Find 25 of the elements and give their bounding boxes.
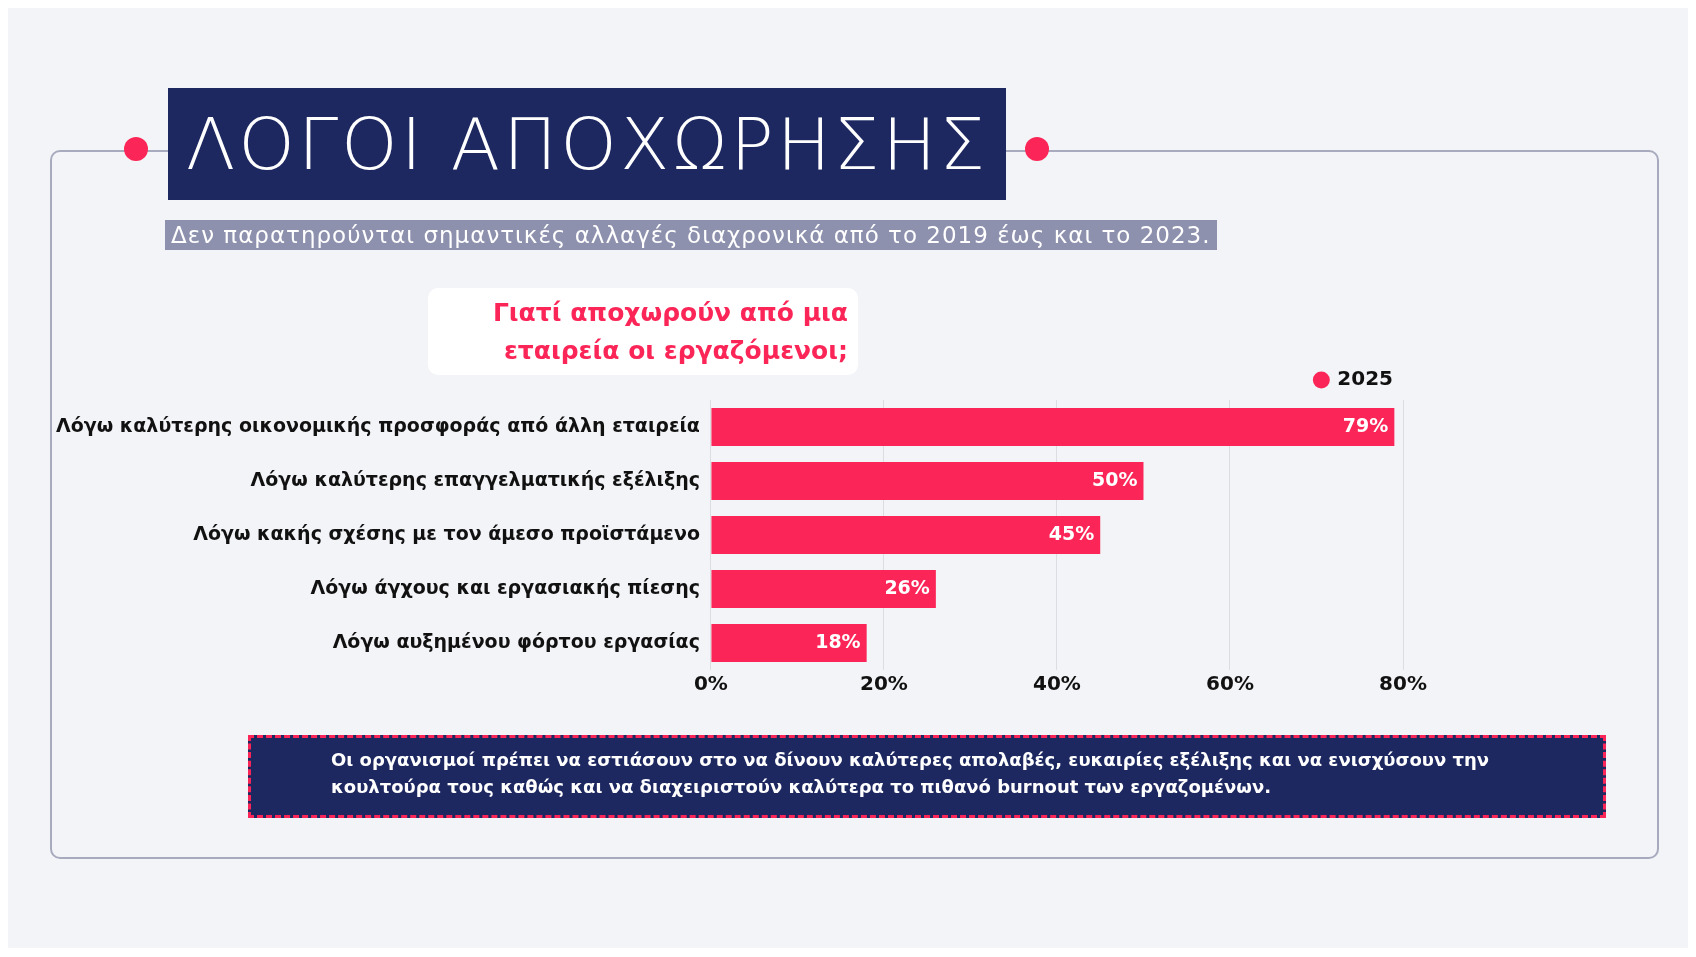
y-tick-label: Λόγω καλύτερης οικονομικής προσφοράς από άλλη εταιρεία <box>55 413 700 436</box>
y-tick-label: Λόγω καλύτερης επαγγελματικής εξέλιξης <box>250 467 700 490</box>
bar <box>711 570 936 608</box>
data-label: 45% <box>1048 521 1095 544</box>
y-tick-label: Λόγω άγχους και εργασιακής πίεσης <box>310 575 700 598</box>
bar <box>711 408 1395 446</box>
text: Οι οργανισμοί πρέπει να εστιάσουν στο να δίνουν καλύτερες απολαβές, ευκαιρίες εξέλιξης και να ενισχύσουν την κουλτούρα τους καθώς και να διαχειριστούν καλύτερα το πιθανό burnout των εργαζομένων. <box>248 735 1606 818</box>
text: Γιατί αποχωρούν από μια εταιρεία οι εργαζόμενοι; <box>428 288 858 375</box>
legend-label: 2025 <box>1337 366 1394 391</box>
chart-title: ΛΟΓΟΙ ΑΠΟΧΩΡΗΣΗΣ <box>168 88 1006 200</box>
chart-subtitle: Δεν παρατηρούνται σημαντικές αλλαγές διαχρονικά από το 2019 έως και το 2023. <box>165 220 1217 250</box>
x-tick-label: 0% <box>693 671 728 696</box>
y-tick-label: Λόγω κακής σχέσης με τον άμεσο προϊστάμενο <box>193 521 700 544</box>
x-tick-label: 80% <box>1379 671 1427 696</box>
data-label: 18% <box>815 629 861 652</box>
bar <box>711 624 867 662</box>
x-tick-label: 60% <box>1206 671 1254 696</box>
bar <box>711 516 1101 554</box>
x-tick-label: 40% <box>1033 671 1081 696</box>
bar <box>711 462 1144 500</box>
x-tick-label: 20% <box>860 671 908 696</box>
data-label: 79% <box>1342 413 1389 436</box>
data-label: 50% <box>1091 467 1138 490</box>
data-label: 26% <box>884 575 930 598</box>
y-tick-label: Λόγω αυξημένου φόρτου εργασίας <box>332 629 700 652</box>
